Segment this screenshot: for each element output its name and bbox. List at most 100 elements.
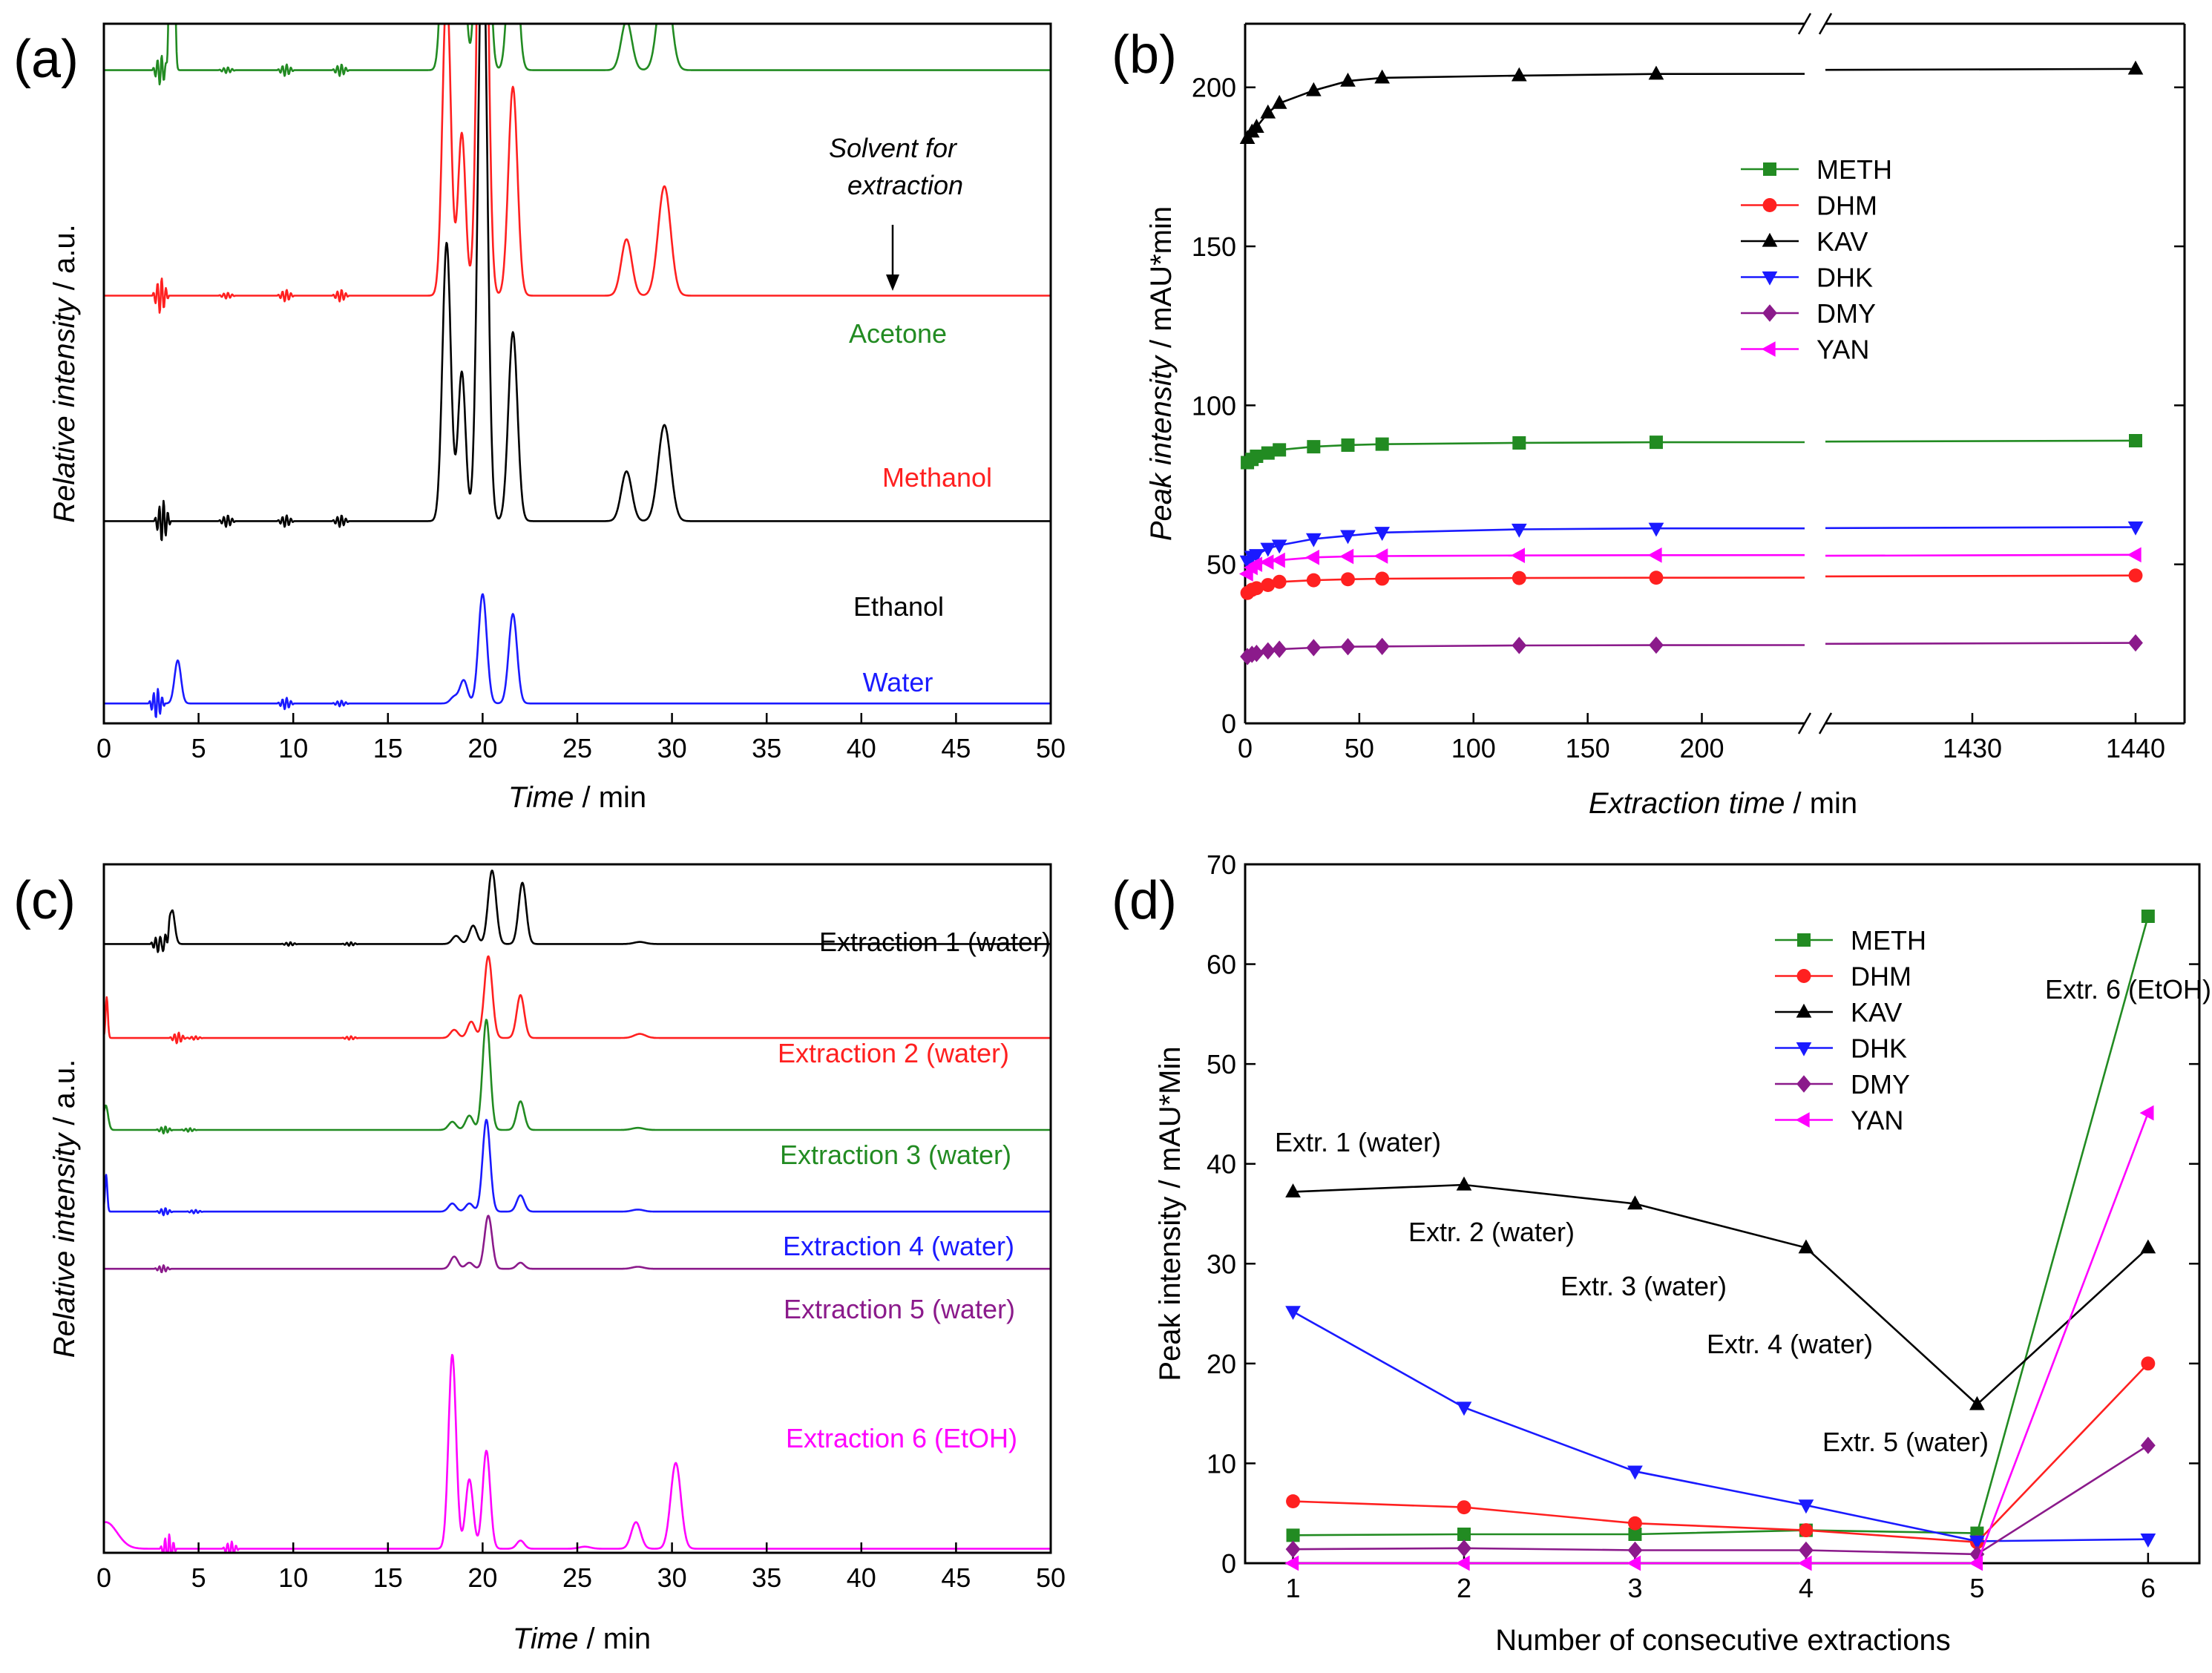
legend-marker bbox=[1762, 304, 1777, 322]
axis-break-mark bbox=[1818, 712, 1833, 734]
data-point bbox=[1374, 527, 1391, 542]
legend-label: DHM bbox=[1816, 191, 1877, 221]
trace-water bbox=[104, 593, 1051, 718]
series-line-right bbox=[1825, 553, 2136, 557]
data-point bbox=[1307, 440, 1321, 454]
x-tick-label: 0 bbox=[96, 1562, 111, 1593]
y-tick-label: 40 bbox=[1207, 1149, 1236, 1180]
x-tick-label: 20 bbox=[467, 1562, 497, 1593]
data-point bbox=[1261, 446, 1275, 460]
legend-label: KAV bbox=[1816, 226, 1868, 257]
trace-extraction-5-water- bbox=[104, 1215, 1051, 1274]
data-point bbox=[1969, 1555, 1983, 1571]
series-dhm bbox=[1240, 568, 2143, 600]
data-point bbox=[1457, 1539, 1471, 1557]
data-point bbox=[1457, 1527, 1471, 1541]
annotation: Extr. 1 (water) bbox=[1275, 1127, 1441, 1157]
trace-acetone bbox=[104, 24, 1051, 86]
series-dhk bbox=[1285, 1306, 2156, 1550]
data-point bbox=[1457, 1500, 1471, 1515]
y-tick-label: 0 bbox=[1221, 1548, 1236, 1579]
trace-label: Extraction 4 (water) bbox=[783, 1231, 1014, 1261]
y-axis-title: Peak intensity / mAU*min bbox=[1145, 206, 1178, 541]
trace-ethanol bbox=[104, 24, 1051, 542]
data-point bbox=[1374, 637, 1390, 655]
series-line-right bbox=[1825, 526, 2136, 530]
trace-label: Extraction 1 (water) bbox=[819, 927, 1051, 957]
x-axis-title: Time / min bbox=[508, 781, 646, 814]
x-tick-label: 15 bbox=[373, 1562, 403, 1593]
data-point bbox=[1374, 69, 1391, 84]
data-point bbox=[1511, 67, 1527, 82]
data-point bbox=[1285, 1306, 1301, 1321]
series-line bbox=[1247, 553, 1805, 575]
data-point bbox=[2141, 1356, 2156, 1371]
x-tick-label: 25 bbox=[562, 733, 592, 763]
data-point bbox=[2129, 433, 2142, 447]
data-point bbox=[1341, 438, 1355, 452]
axis-break-mark bbox=[1797, 13, 1812, 35]
data-point bbox=[1797, 1555, 1812, 1571]
panel-c: Extraction 1 (water) Extraction 2 (water)… bbox=[13, 863, 1066, 1655]
data-point bbox=[1375, 571, 1390, 586]
x-tick-label: 4 bbox=[1799, 1573, 1814, 1603]
legend-marker bbox=[1763, 162, 1776, 176]
series-line-right bbox=[1825, 68, 2136, 71]
data-point bbox=[1627, 1541, 1643, 1559]
y-tick-label: 60 bbox=[1207, 950, 1236, 980]
data-point bbox=[1306, 639, 1322, 657]
legend-marker bbox=[1796, 1003, 1812, 1018]
data-point bbox=[1628, 1516, 1642, 1531]
legend-label: DHK bbox=[1816, 263, 1873, 293]
data-point bbox=[1271, 94, 1287, 109]
trace-methanol bbox=[104, 24, 1051, 314]
data-point bbox=[1648, 65, 1664, 80]
series-dmy bbox=[1285, 1436, 2156, 1563]
axis-break-mark bbox=[1818, 13, 1833, 35]
data-point bbox=[1627, 1465, 1643, 1480]
panel-letter: (d) bbox=[1112, 871, 1177, 930]
trace-extraction-3-water- bbox=[104, 1019, 1051, 1135]
series-line bbox=[1247, 73, 1805, 139]
data-point bbox=[1339, 548, 1354, 565]
data-point bbox=[1286, 1494, 1300, 1509]
data-point bbox=[1374, 548, 1388, 564]
annotation: Extr. 6 (EtOH) bbox=[2045, 974, 2211, 1005]
x-tick-label: 45 bbox=[941, 733, 971, 763]
series-kav bbox=[1285, 1176, 2156, 1410]
data-point bbox=[1340, 530, 1356, 545]
data-point bbox=[1649, 636, 1664, 654]
legend-marker bbox=[1762, 198, 1777, 212]
series-line bbox=[1247, 576, 1805, 594]
data-point bbox=[1456, 1176, 1472, 1191]
x-axis-title: Time / min bbox=[513, 1623, 651, 1655]
data-point bbox=[1249, 581, 1264, 596]
data-point bbox=[1649, 571, 1664, 585]
trace-label: Extraction 5 (water) bbox=[784, 1294, 1015, 1324]
data-point bbox=[1798, 1239, 1814, 1254]
series-line bbox=[1247, 441, 1805, 464]
data-point bbox=[1249, 119, 1264, 133]
data-point bbox=[1273, 443, 1287, 457]
data-point bbox=[1799, 1523, 1814, 1538]
data-point bbox=[2128, 634, 2143, 652]
annotation: Extr. 3 (water) bbox=[1560, 1271, 1727, 1301]
trace-label: Acetone bbox=[849, 318, 947, 349]
legend-marker bbox=[1796, 969, 1811, 983]
series-line bbox=[1293, 1363, 2149, 1544]
legend-marker bbox=[1762, 232, 1778, 247]
x-tick-label: 35 bbox=[752, 1562, 781, 1593]
x-tick-label: 15 bbox=[373, 733, 403, 763]
series-line-right bbox=[1825, 642, 2136, 645]
legend-label: YAN bbox=[1851, 1105, 1903, 1136]
data-point bbox=[1259, 554, 1274, 571]
data-point bbox=[2140, 1534, 2156, 1548]
x-tick-label: 45 bbox=[941, 1562, 971, 1593]
data-point bbox=[1375, 437, 1389, 451]
data-point bbox=[1272, 640, 1287, 658]
trace-extraction-1-water- bbox=[104, 870, 1051, 953]
data-point bbox=[1969, 1396, 1985, 1410]
x-tick-label: 3 bbox=[1627, 1573, 1642, 1603]
data-point bbox=[1249, 645, 1264, 663]
trace-label: Extraction 6 (EtOH) bbox=[786, 1423, 1017, 1453]
